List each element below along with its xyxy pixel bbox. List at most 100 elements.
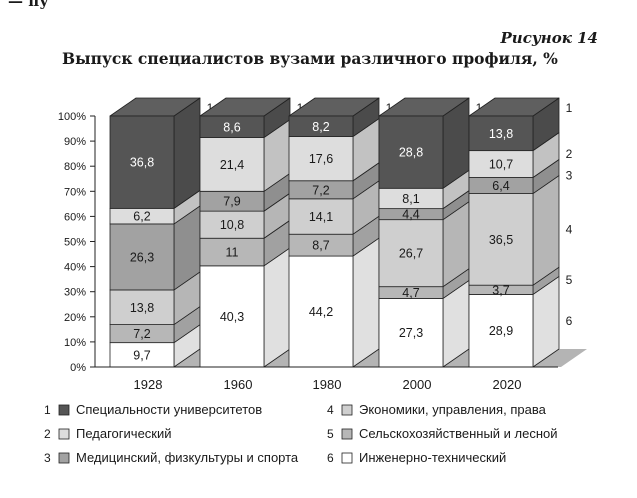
data-label-1980-series-6: 44,2 xyxy=(309,305,333,319)
side-series-label-2020-2: 2 xyxy=(566,147,573,161)
data-label-1980-series-2: 17,6 xyxy=(309,152,333,166)
side-series-label-2000-1: 1 xyxy=(476,101,483,115)
y-tick-label: 0% xyxy=(70,362,86,374)
y-tick-label: 70% xyxy=(64,186,86,198)
bar-2000-series-4 xyxy=(378,219,444,288)
floor-segment-2020 xyxy=(533,349,587,367)
legend-label: Инженерно-технический xyxy=(359,450,506,465)
legend-swatch xyxy=(58,404,70,416)
y-tick-label: 80% xyxy=(64,161,86,173)
y-tick-label: 10% xyxy=(64,337,86,349)
data-label-1960-series-5: 11 xyxy=(226,246,239,260)
legend-swatch xyxy=(58,452,70,464)
legend-number: 1 xyxy=(44,403,51,417)
y-tick-label: 30% xyxy=(64,287,86,299)
bars: 9,77,213,826,36,236,812345640,31110,87,9… xyxy=(109,97,573,368)
bar-1960-series-4 xyxy=(199,210,265,239)
data-label-2000-series-1: 28,8 xyxy=(399,146,423,160)
x-tick-label-1928: 1928 xyxy=(134,377,163,392)
bar-1980-series-4 xyxy=(288,198,354,235)
legend-swatch xyxy=(341,452,353,464)
data-label-1928-series-4: 13,8 xyxy=(130,301,154,315)
data-label-1980-series-1: 8,2 xyxy=(312,120,329,134)
bar-group-1980: 44,28,714,17,217,68,2123456 xyxy=(288,97,393,368)
legend-label: Сельскохозяйственный и лесной xyxy=(359,426,558,441)
legend-number: 3 xyxy=(44,451,51,465)
bar-1960-series-2 xyxy=(199,137,265,192)
legend-label: Экономики, управления, права xyxy=(359,402,547,417)
data-label-1960-series-4: 10,8 xyxy=(220,218,244,232)
figure-label: Рисунок 14 xyxy=(500,29,598,47)
legend-number: 5 xyxy=(327,427,334,441)
data-label-1928-series-5: 7,2 xyxy=(133,327,150,341)
side-series-label-2020-6: 6 xyxy=(566,314,573,328)
data-label-2000-series-3: 4,4 xyxy=(402,208,419,222)
bar-2020-series-4 xyxy=(468,193,534,286)
y-axis: 0% 10% 20% 30% 40% 50% 60% 70% 80% 90% 100% xyxy=(58,111,96,374)
data-label-2020-series-1: 13,8 xyxy=(489,127,513,141)
y-tick-label: 40% xyxy=(64,262,86,274)
bar-side-2020-series-4 xyxy=(532,175,560,286)
side-series-label-2020-5: 5 xyxy=(566,273,573,287)
data-label-1928-series-2: 6,2 xyxy=(133,210,150,224)
bar-1960-series-1 xyxy=(199,115,265,138)
top-text-fragment: — пу xyxy=(8,0,49,10)
data-label-1980-series-5: 8,7 xyxy=(312,239,329,253)
bar-1980-series-6 xyxy=(288,255,354,368)
bar-1928-series-6 xyxy=(109,342,175,368)
data-label-1960-series-3: 7,9 xyxy=(223,195,240,209)
bar-1980-series-1 xyxy=(288,115,354,137)
data-label-2020-series-3: 6,4 xyxy=(492,179,509,193)
legend-label: Специальности университетов xyxy=(76,402,262,417)
legend-item-6: 6 Инженерно-технический xyxy=(327,450,506,465)
x-tick-label-2000: 2000 xyxy=(403,377,432,392)
legend-swatch xyxy=(341,404,353,416)
x-tick-label-1980: 1980 xyxy=(313,377,342,392)
data-label-2000-series-2: 8,1 xyxy=(402,192,419,206)
bar-2020-series-6 xyxy=(468,294,534,368)
legend-number: 2 xyxy=(44,427,51,441)
y-tick-label: 50% xyxy=(64,237,86,249)
data-label-2000-series-5: 4,7 xyxy=(402,286,419,300)
bar-1960-series-6 xyxy=(199,265,265,368)
legend: 1 Специальности университетов 4 Экономики, … xyxy=(44,402,558,465)
legend-swatch xyxy=(58,428,70,440)
data-label-1928-series-6: 9,7 xyxy=(133,348,150,362)
data-label-2000-series-4: 26,7 xyxy=(399,247,423,261)
legend-item-3: 3 Медицинский, физкультуры и спорта xyxy=(44,450,299,465)
legend-item-2: 2 Педагогический xyxy=(44,426,172,441)
bar-side-1960-series-6 xyxy=(263,247,291,368)
data-label-1928-series-3: 26,3 xyxy=(130,250,154,264)
data-label-2020-series-4: 36,5 xyxy=(489,233,513,247)
side-series-label-1980-1: 1 xyxy=(386,101,393,115)
x-tick-label-2020: 2020 xyxy=(493,377,522,392)
legend-label: Медицинский, физкультуры и спорта xyxy=(76,450,299,465)
y-tick-label: 20% xyxy=(64,312,86,324)
bar-1980-series-2 xyxy=(288,136,354,182)
data-label-2000-series-6: 27,3 xyxy=(399,326,423,340)
bar-2000-series-6 xyxy=(378,298,444,368)
bar-side-1980-series-6 xyxy=(352,237,380,368)
data-label-1960-series-1: 8,6 xyxy=(223,120,240,134)
x-axis: 1928 1960 1980 2000 2020 xyxy=(95,366,558,392)
data-label-1928-series-1: 36,8 xyxy=(130,156,154,170)
legend-number: 6 xyxy=(327,451,334,465)
bar-group-2020: 28,9 3,7 36,5 6,4 10,7 13,8 1 2 3 4 5 6 xyxy=(468,97,573,368)
bar-1960-series-5 xyxy=(199,237,265,267)
y-tick-label: 100% xyxy=(58,111,86,123)
bar-2000-series-1 xyxy=(378,115,444,189)
data-label-1980-series-4: 14,1 xyxy=(309,210,333,224)
chart-title: Выпуск специалистов вузами различного пр… xyxy=(62,49,558,68)
side-series-label-2020-4: 4 xyxy=(566,222,573,236)
x-tick-label-1960: 1960 xyxy=(224,377,253,392)
bar-side-1928-series-1 xyxy=(173,97,201,209)
data-label-2020-series-5: 3,7 xyxy=(492,283,509,297)
y-tick-label: 60% xyxy=(64,211,86,223)
bar-2020-series-1 xyxy=(468,115,534,152)
bar-2020-series-2 xyxy=(468,150,534,178)
side-series-label-1928-1: 1 xyxy=(207,101,214,115)
